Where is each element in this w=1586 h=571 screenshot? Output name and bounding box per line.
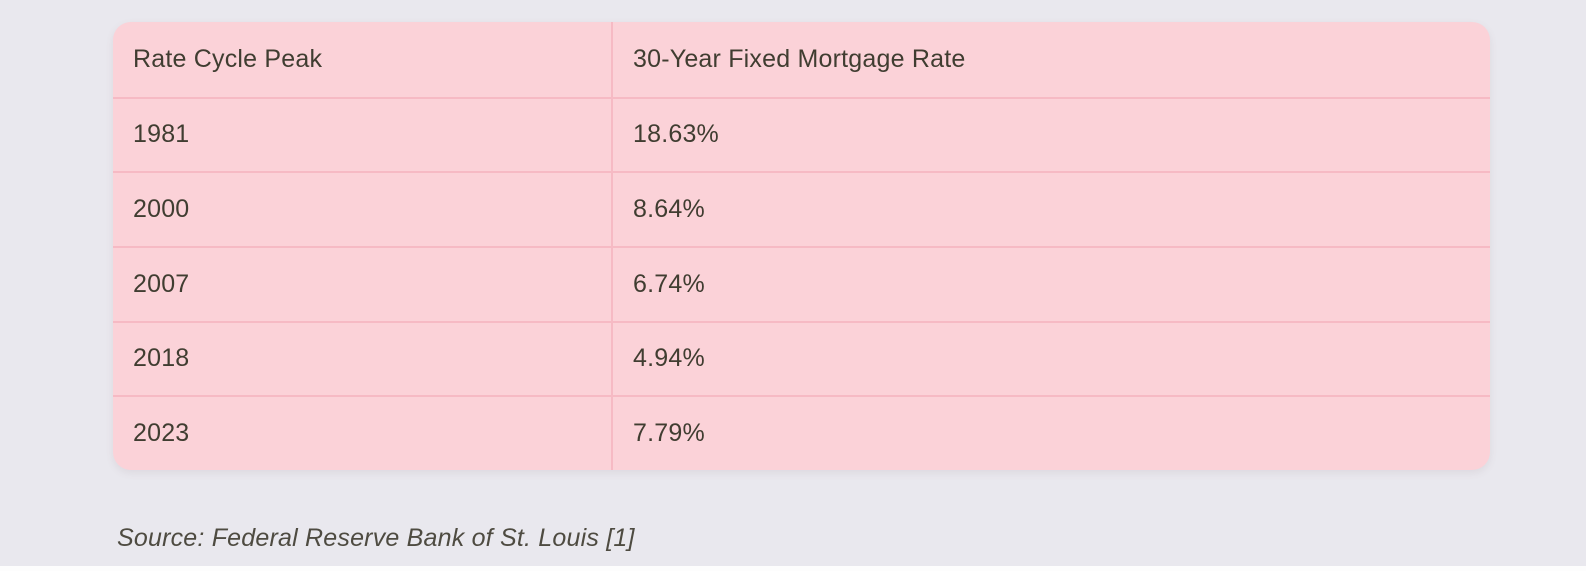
- year-cell: 2007: [113, 247, 613, 321]
- year-cell: 2018: [113, 322, 613, 396]
- table-row: 2007 6.74%: [113, 245, 1490, 321]
- column-header-rate-cycle-peak: Rate Cycle Peak: [113, 22, 613, 97]
- rate-cell: 6.74%: [633, 269, 705, 298]
- mortgage-rate-table: Rate Cycle Peak 30-Year Fixed Mortgage R…: [113, 22, 1490, 470]
- rate-cell: 8.64%: [633, 195, 705, 224]
- bottom-edge-strip: [0, 566, 1586, 571]
- rate-cell: 18.63%: [633, 120, 719, 149]
- source-citation: Source: Federal Reserve Bank of St. Loui…: [117, 524, 635, 552]
- table-header-row: Rate Cycle Peak 30-Year Fixed Mortgage R…: [113, 22, 1490, 97]
- table-row: 2000 8.64%: [113, 171, 1490, 246]
- year-cell: 2000: [113, 173, 613, 246]
- year-cell: 1981: [113, 98, 613, 172]
- column-header-mortgage-rate: 30-Year Fixed Mortgage Rate: [633, 44, 966, 73]
- rate-cell: 4.94%: [633, 344, 705, 373]
- year-cell: 2023: [113, 397, 613, 470]
- table-row: 2018 4.94%: [113, 320, 1490, 396]
- table-row: 2023 7.79%: [113, 395, 1490, 470]
- rate-cell: 7.79%: [633, 419, 705, 448]
- table-row: 1981 18.63%: [113, 96, 1490, 172]
